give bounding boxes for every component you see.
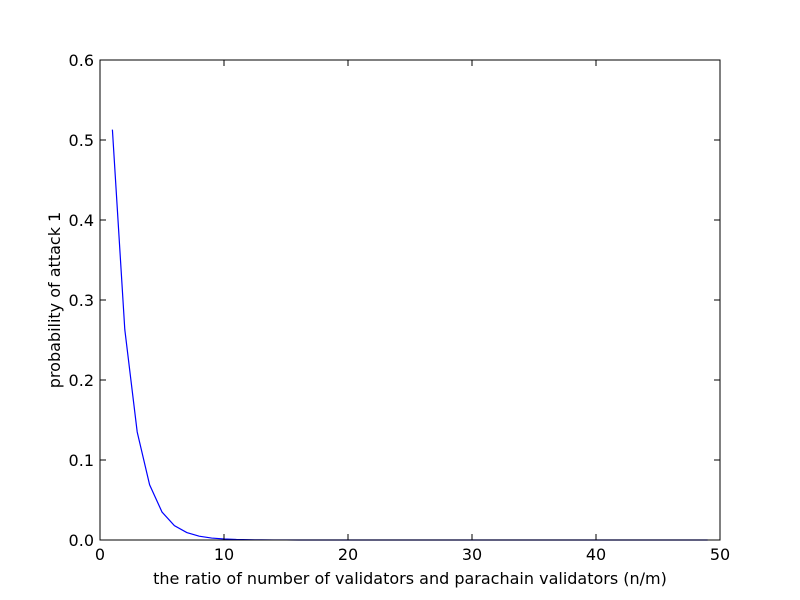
x-tick-label: 0 — [95, 545, 105, 564]
x-tick-label: 10 — [214, 545, 234, 564]
y-axis-label: probability of attack 1 — [45, 212, 64, 388]
x-axis-label: the ratio of number of validators and pa… — [153, 569, 667, 588]
y-tick-label: 0.2 — [69, 371, 94, 390]
y-tick-label: 0.3 — [69, 291, 94, 310]
y-tick-label: 0.4 — [69, 211, 94, 230]
y-tick-label: 0.0 — [69, 531, 94, 550]
x-tick-label: 20 — [338, 545, 358, 564]
x-tick-label: 50 — [710, 545, 730, 564]
y-tick-label: 0.6 — [69, 51, 94, 70]
x-tick-label: 30 — [462, 545, 482, 564]
x-axis-ticks: 0 10 20 30 40 50 — [95, 60, 730, 564]
x-tick-label: 40 — [586, 545, 606, 564]
y-tick-label: 0.5 — [69, 131, 94, 150]
y-axis-ticks: 0.0 0.1 0.2 0.3 0.4 0.5 0.6 — [69, 51, 720, 550]
plot-area — [100, 60, 720, 540]
y-tick-label: 0.1 — [69, 451, 94, 470]
